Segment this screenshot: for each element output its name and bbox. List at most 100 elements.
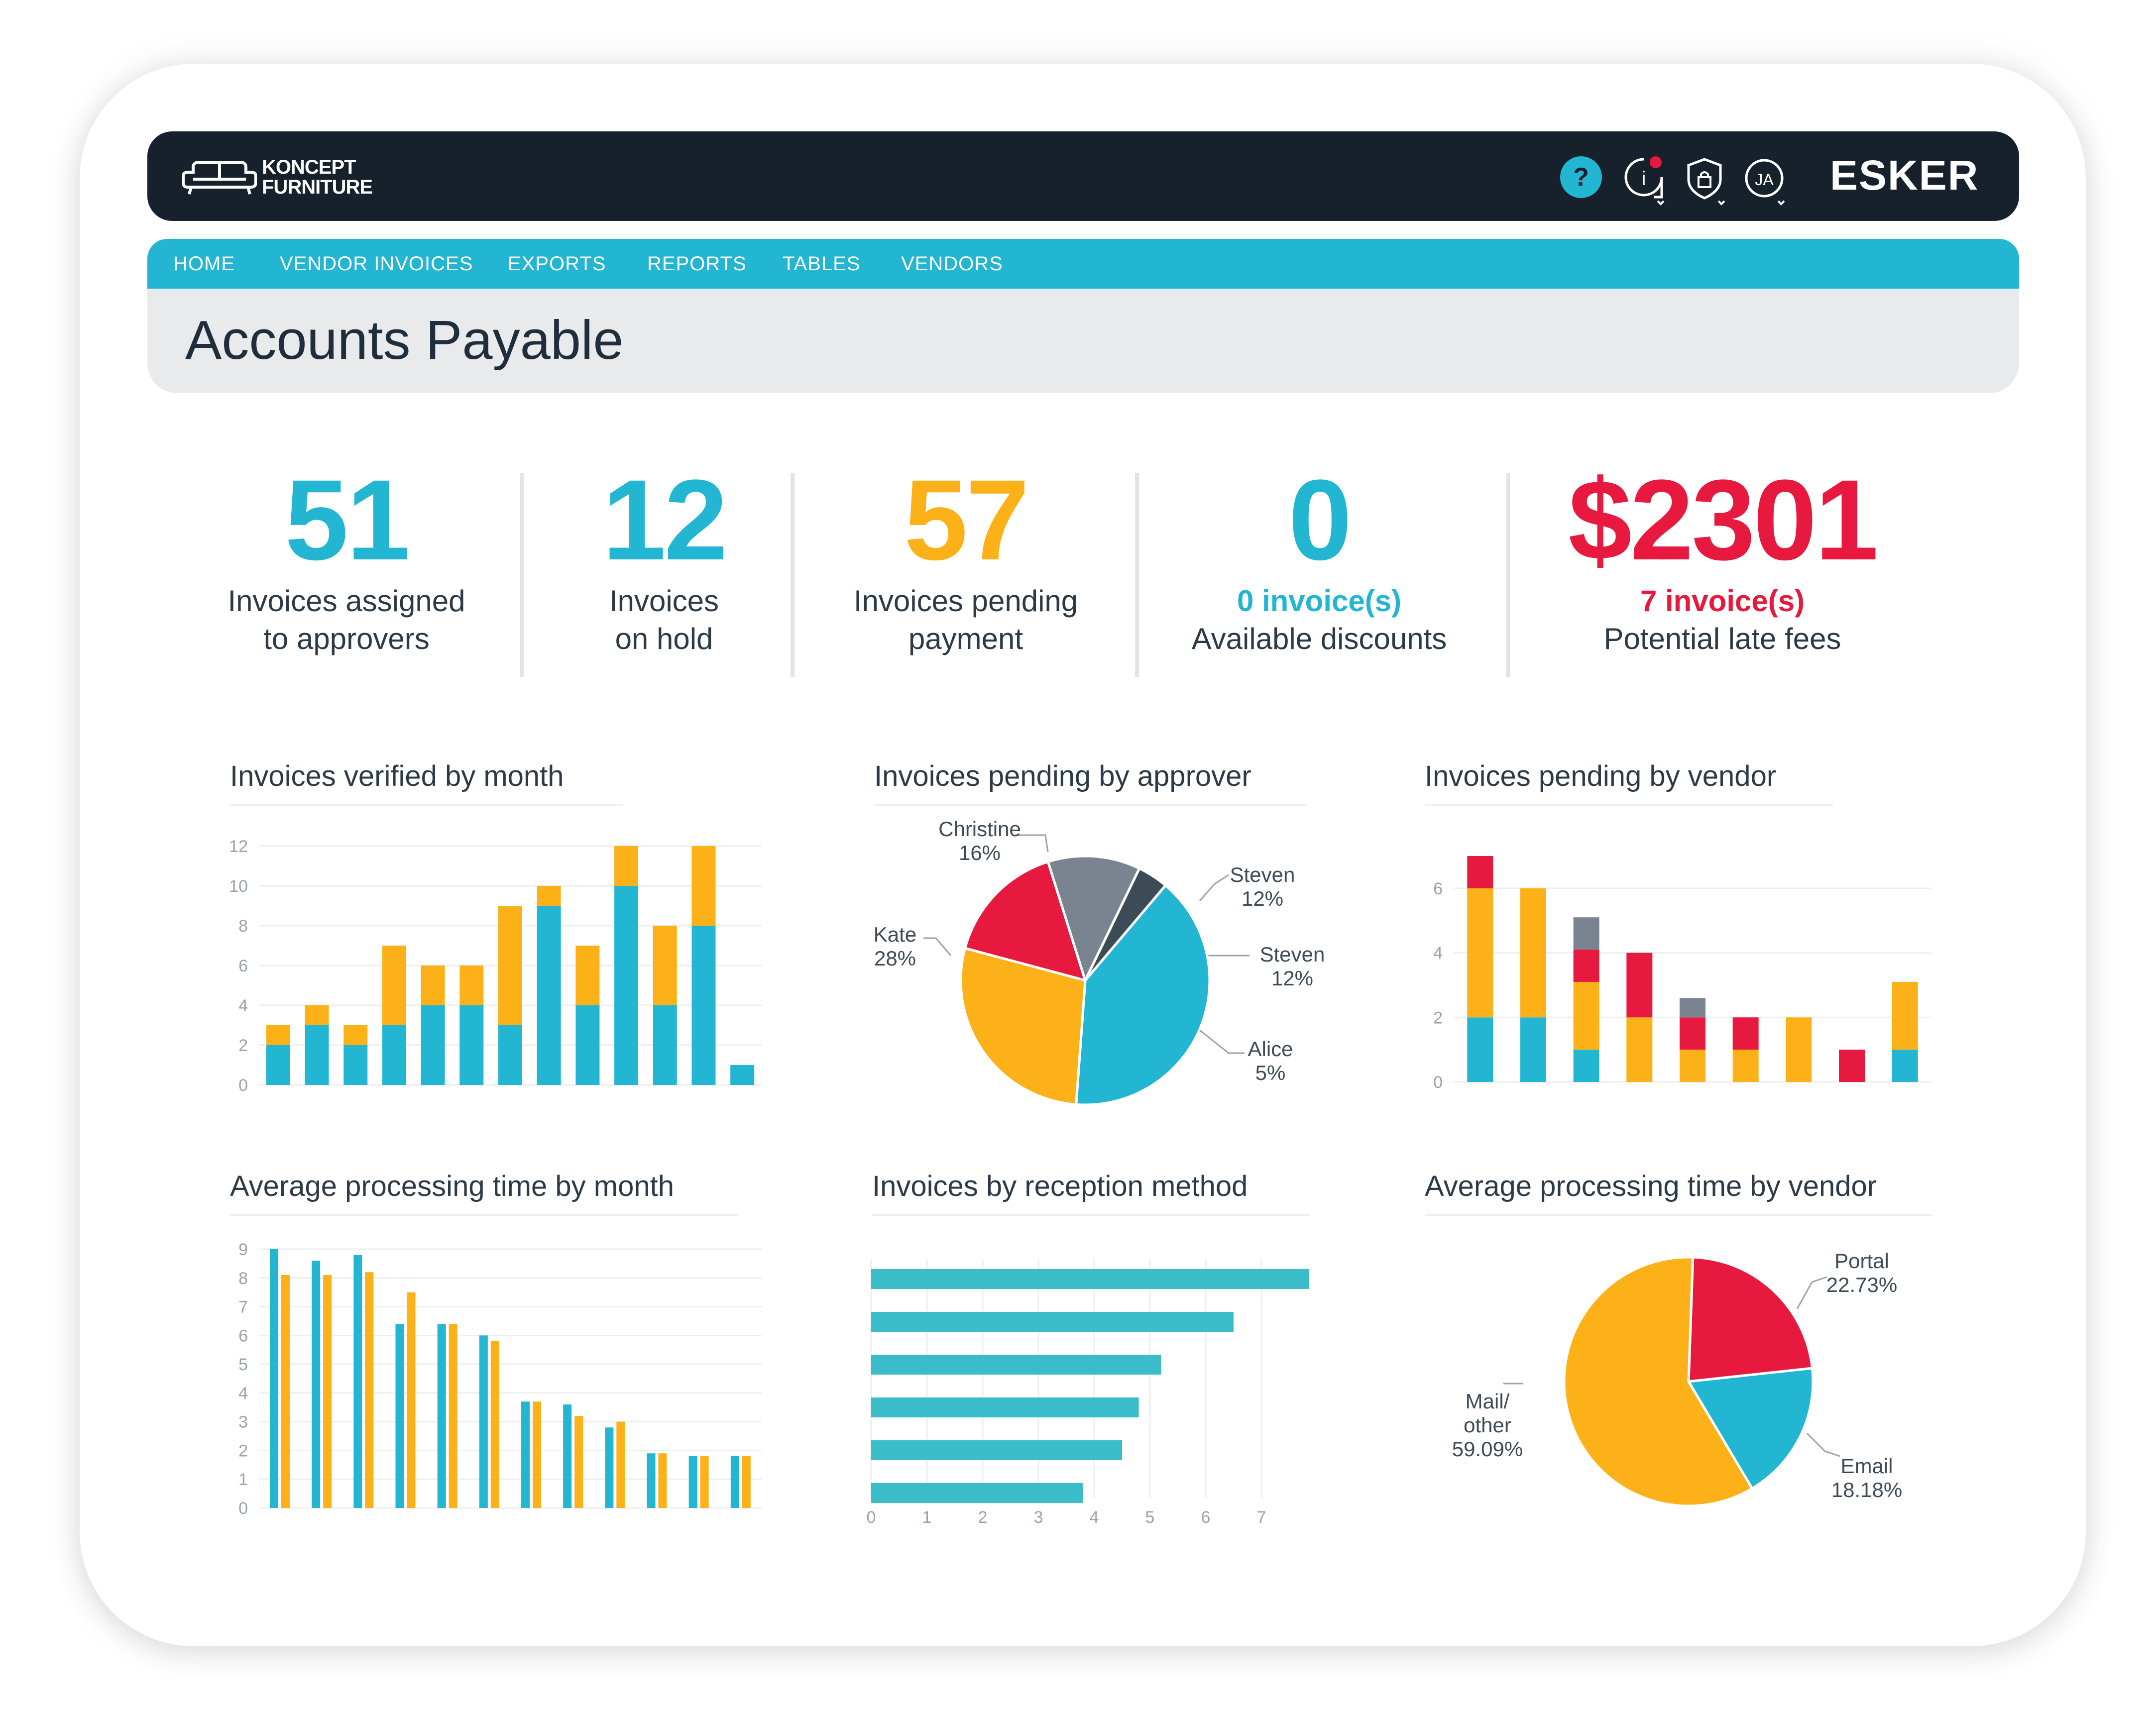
bar <box>871 1312 1234 1332</box>
info-notification-icon[interactable]: i <box>1623 156 1665 206</box>
nav-tables[interactable]: TABLES <box>783 253 861 275</box>
logo-text: KONCEPT FURNITURE <box>262 157 373 197</box>
slice-percent: 12% <box>1242 887 1283 910</box>
bar <box>533 1401 541 1508</box>
nav-vendors[interactable]: VENDORS <box>901 253 1003 275</box>
bar <box>616 1421 625 1508</box>
bar <box>688 1456 697 1508</box>
bar <box>605 1427 614 1508</box>
bar-segment <box>1573 981 1599 1050</box>
bar-segment <box>691 846 716 926</box>
bar-segment <box>614 846 639 886</box>
chart-title-processing-time-by-month: Average processing time by month <box>230 1170 738 1216</box>
bar-segment <box>1626 953 1653 1018</box>
esker-brand-logo: ESKER <box>1830 152 1979 199</box>
bar-segment <box>1786 1017 1812 1082</box>
page-header: Accounts Payable <box>147 289 2019 393</box>
kpi-label: payment <box>908 622 1023 655</box>
y-tick-label: 2 <box>238 1036 248 1055</box>
bar-segment <box>653 926 677 1005</box>
bar-segment <box>691 926 716 1085</box>
bar <box>490 1341 499 1508</box>
slice-percent: 16% <box>959 841 1001 864</box>
bar <box>871 1397 1139 1417</box>
user-avatar[interactable]: JA <box>1743 156 1785 206</box>
sofa-icon <box>182 161 257 195</box>
slice-label: Kate <box>874 923 916 946</box>
page-title: Accounts Payable <box>185 310 624 371</box>
security-shield-icon[interactable] <box>1684 156 1725 206</box>
bar-segment <box>382 1025 406 1085</box>
help-icon[interactable]: ? <box>1560 156 1602 198</box>
kpi-label: Available discounts <box>1191 622 1447 655</box>
bar-segment <box>421 965 445 1005</box>
kpi-sub-count: 0 invoice(s) <box>1237 584 1402 618</box>
bar <box>871 1440 1122 1460</box>
nav-exports[interactable]: EXPORTS <box>508 253 606 275</box>
pie-slice <box>1046 855 1141 984</box>
y-tick-label: 5 <box>238 1355 248 1374</box>
x-tick-label: 7 <box>1257 1508 1266 1527</box>
nav-reports[interactable]: REPORTS <box>647 253 747 275</box>
kpi-on-hold[interactable]: 12 Invoices on hold <box>565 458 764 658</box>
kpi-label: to approvers <box>263 622 430 655</box>
chart-title-processing-time-by-vendor: Average processing time by vendor <box>1425 1170 1932 1216</box>
bar-segment <box>459 965 484 1005</box>
x-tick-label: 0 <box>867 1508 876 1527</box>
bar-segment <box>614 886 639 1085</box>
slice-percent: 59.09% <box>1452 1437 1523 1461</box>
x-tick-label: 2 <box>978 1508 988 1527</box>
slice-label: Email <box>1840 1454 1893 1478</box>
slice-label: Christine <box>938 817 1021 841</box>
bar-segment <box>1892 1050 1918 1082</box>
slice-percent: 12% <box>1271 966 1313 990</box>
nav-vendor-invoices[interactable]: VENDOR INVOICES <box>280 253 473 275</box>
y-tick-label: 6 <box>238 957 248 975</box>
bar <box>563 1404 572 1508</box>
bar-segment <box>575 1005 600 1085</box>
slice-percent: 18.18% <box>1831 1478 1902 1502</box>
chart-reception-method: 0 1 2 3 4 5 6 7 <box>867 1259 1309 1527</box>
bar-segment <box>498 1025 522 1085</box>
chart-title-pending-by-approver: Invoices pending by approver <box>874 759 1307 806</box>
bar-segment <box>459 1005 484 1085</box>
top-bar: KONCEPT FURNITURE ? i JA ESKER <box>147 131 2019 221</box>
slice-label: Alice <box>1248 1037 1293 1061</box>
pie-slice <box>959 947 1087 1105</box>
bar <box>395 1324 404 1508</box>
bar <box>449 1324 457 1508</box>
y-tick-label: 4 <box>238 1384 248 1403</box>
kpi-pending-payment[interactable]: 57 Invoices pending payment <box>816 458 1115 658</box>
bar <box>658 1453 667 1508</box>
y-tick-label: 0 <box>238 1076 248 1095</box>
bar-segment <box>537 906 561 1085</box>
kpi-divider <box>1506 473 1510 677</box>
y-tick-label: 0 <box>1433 1073 1443 1092</box>
svg-text:i: i <box>1642 168 1646 190</box>
chart-verified-by-month: 0 2 4 6 8 10 12 <box>229 837 762 1095</box>
bar-segment <box>575 946 600 1005</box>
bar <box>312 1261 321 1508</box>
slice-label: Steven <box>1230 863 1295 886</box>
kpi-label: on hold <box>615 622 713 655</box>
company-logo[interactable]: KONCEPT FURNITURE <box>182 157 411 197</box>
kpi-late-fees[interactable]: $2301 7 invoice(s) Potential late fees <box>1538 458 1907 658</box>
bar <box>742 1456 751 1508</box>
bar-segment <box>1573 917 1599 950</box>
bar <box>407 1292 416 1508</box>
chart-title-verified-by-month: Invoices verified by month <box>230 759 623 806</box>
bar-segment <box>498 906 522 1025</box>
x-tick-label: 1 <box>922 1508 932 1527</box>
bar-segment <box>1732 1050 1759 1082</box>
bar-segment <box>1626 1017 1653 1082</box>
label-leader <box>1016 834 1049 853</box>
kpi-value: 12 <box>602 456 728 584</box>
slice-label: other <box>1464 1413 1511 1437</box>
nav-home[interactable]: HOME <box>173 253 235 275</box>
y-tick-label: 7 <box>238 1298 248 1317</box>
kpi-assigned-to-approvers[interactable]: 51 Invoices assigned to approvers <box>197 458 496 658</box>
kpi-available-discounts[interactable]: 0 0 invoice(s) Available discounts <box>1160 458 1478 658</box>
bar <box>871 1269 1309 1289</box>
y-tick-label: 12 <box>229 837 248 856</box>
